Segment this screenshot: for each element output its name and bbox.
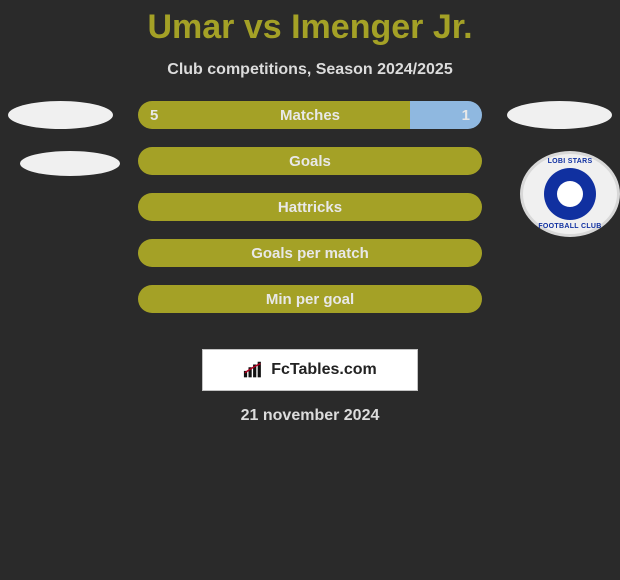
stat-left-value: 5 <box>150 101 158 129</box>
club-badge-inner <box>544 168 596 220</box>
stat-row: Goals <box>138 147 482 175</box>
right-club-badge: LOBI STARS FOOTBALL CLUB <box>520 151 620 237</box>
brand-box[interactable]: FcTables.com <box>202 349 418 391</box>
stat-row: Goals per match <box>138 239 482 267</box>
bar-left <box>138 101 410 129</box>
left-player-badge-2 <box>20 151 120 176</box>
left-player-badge-1 <box>8 101 113 129</box>
stat-row: Hattricks <box>138 193 482 221</box>
bar-right <box>410 101 482 129</box>
stat-row: 51Matches <box>138 101 482 129</box>
soccer-ball-icon <box>557 181 583 207</box>
bar-left <box>138 147 482 175</box>
chart-bars-icon <box>243 361 265 379</box>
page-title: Umar vs Imenger Jr. <box>0 0 620 47</box>
stats-area: LOBI STARS FOOTBALL CLUB 51MatchesGoalsH… <box>0 101 620 341</box>
stat-right-value: 1 <box>462 101 470 129</box>
bar-left <box>138 239 482 267</box>
bar-left <box>138 193 482 221</box>
stat-row: Min per goal <box>138 285 482 313</box>
brand-text: FcTables.com <box>271 361 377 379</box>
club-badge-top-text: LOBI STARS <box>523 158 617 165</box>
subtitle: Club competitions, Season 2024/2025 <box>0 61 620 79</box>
right-player-badge-1 <box>507 101 612 129</box>
club-badge-bottom-text: FOOTBALL CLUB <box>523 223 617 230</box>
date-line: 21 november 2024 <box>0 407 620 425</box>
bar-left <box>138 285 482 313</box>
